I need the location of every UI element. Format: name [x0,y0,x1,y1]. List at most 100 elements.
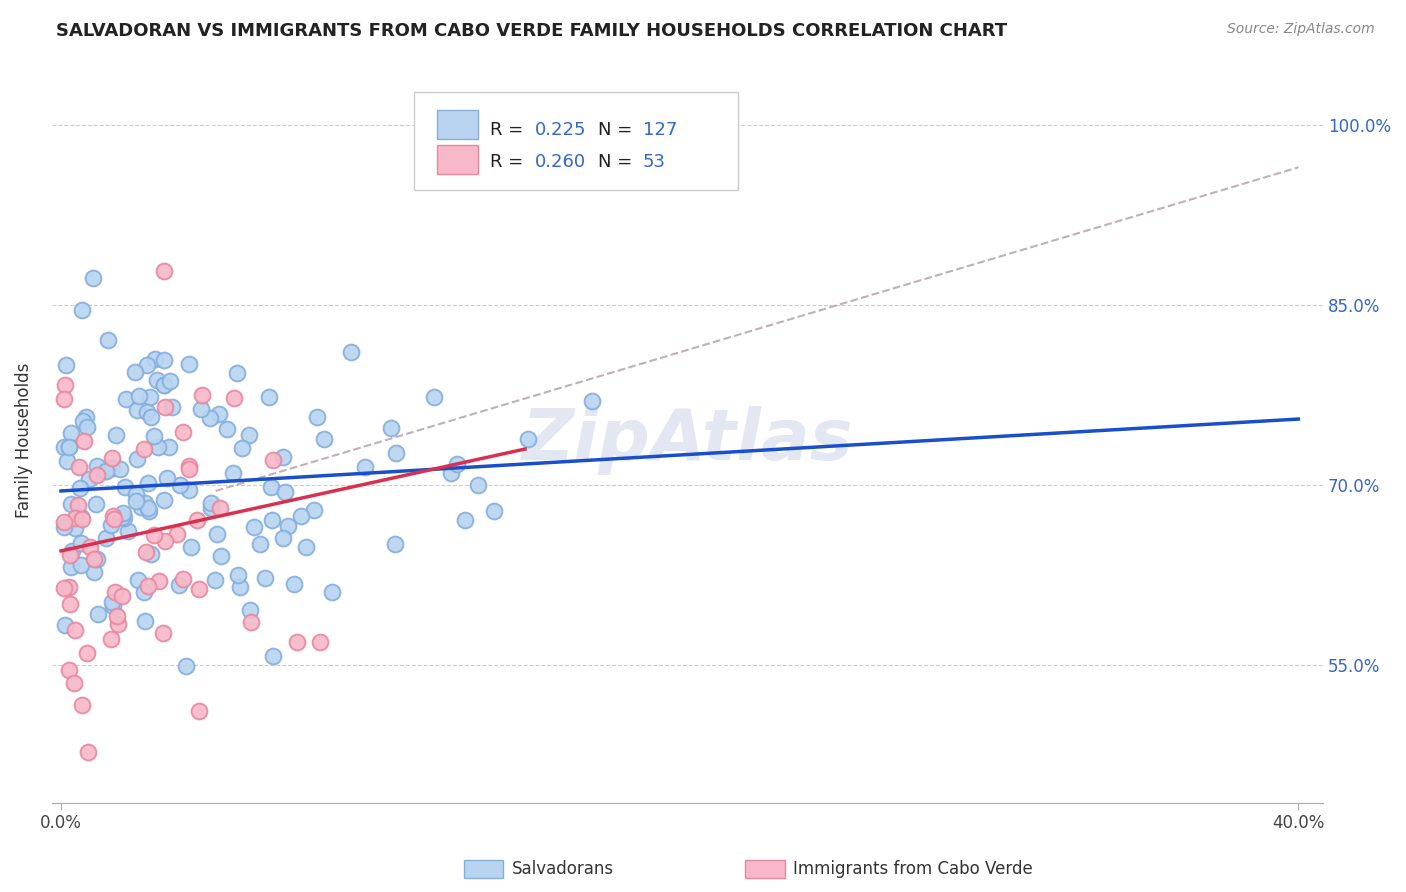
Point [94,531,117,545]
Point [207,527,229,541]
Point [239,615,262,629]
Text: R =: R = [491,120,530,138]
Point [107,616,129,631]
Point [63,511,86,525]
Point [128,389,150,403]
Point [86,467,108,482]
Point [73,434,96,448]
Text: Salvadorans: Salvadorans [512,860,614,878]
Point [200,496,222,510]
Point [152,625,174,640]
Point [285,635,308,649]
Point [172,425,194,439]
Point [76,646,98,660]
Point [307,409,329,424]
Point [312,433,335,447]
Point [142,528,165,542]
Point [139,409,162,424]
Point [70,698,93,713]
Point [516,433,538,447]
Point [75,410,97,425]
Point [226,568,249,582]
Point [146,441,169,455]
Point [304,503,326,517]
Point [384,446,406,460]
Point [260,513,283,527]
Point [97,333,120,347]
Point [60,544,83,558]
Point [271,531,294,545]
Point [340,345,363,359]
Point [131,500,153,514]
Point [174,659,197,673]
Point [142,429,165,443]
Point [101,451,124,466]
Point [156,470,179,484]
Point [177,357,200,371]
Point [127,403,149,417]
Point [290,508,312,523]
Point [100,632,122,646]
Point [153,377,176,392]
Point [77,745,100,759]
Point [111,509,134,524]
FancyBboxPatch shape [437,145,478,174]
Point [53,581,76,595]
Point [100,517,122,532]
Point [127,574,149,588]
Point [59,497,82,511]
Point [243,520,266,534]
Point [53,516,76,530]
Point [260,480,283,494]
Point [180,540,202,554]
Point [146,373,169,387]
Point [138,504,160,518]
Point [238,603,260,617]
Point [136,579,159,593]
Point [69,460,91,475]
Point [69,482,91,496]
FancyBboxPatch shape [437,110,478,139]
Point [439,467,461,481]
Point [134,614,156,628]
Point [76,420,98,434]
Point [190,401,212,416]
Point [177,462,200,476]
Point [153,352,176,367]
Point [53,377,76,392]
Point [59,548,82,562]
Point [159,374,181,388]
Point [172,573,194,587]
Point [55,358,77,372]
Point [482,504,505,518]
Point [309,634,332,648]
Point [209,549,232,563]
Point [446,457,468,471]
Point [58,440,80,454]
Point [53,520,76,534]
Point [274,484,297,499]
Point [103,512,125,526]
Point [58,663,80,677]
Point [56,454,79,468]
Point [101,461,124,475]
Point [108,462,131,476]
Point [63,675,86,690]
Point [136,500,159,515]
Point [354,459,377,474]
Text: 53: 53 [643,153,666,171]
Point [59,597,82,611]
Point [124,365,146,379]
Point [70,512,93,526]
Point [72,414,94,428]
Point [66,498,89,512]
Y-axis label: Family Households: Family Households [15,362,32,517]
Point [69,536,91,550]
Point [53,440,76,454]
Point [141,547,163,561]
Point [153,377,176,392]
Point [422,390,444,404]
Point [186,513,208,527]
Point [157,440,180,454]
Point [384,537,406,551]
